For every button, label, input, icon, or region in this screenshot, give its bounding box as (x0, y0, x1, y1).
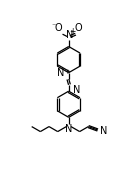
Text: N: N (66, 30, 73, 40)
Text: +: + (69, 27, 76, 36)
Text: N: N (65, 124, 72, 134)
Text: +: + (64, 69, 70, 75)
Text: N: N (100, 126, 107, 136)
Text: O: O (55, 23, 62, 33)
Text: N: N (57, 68, 65, 78)
Text: N: N (72, 85, 80, 95)
Text: ⁻: ⁻ (52, 21, 56, 30)
Text: O: O (75, 23, 83, 33)
